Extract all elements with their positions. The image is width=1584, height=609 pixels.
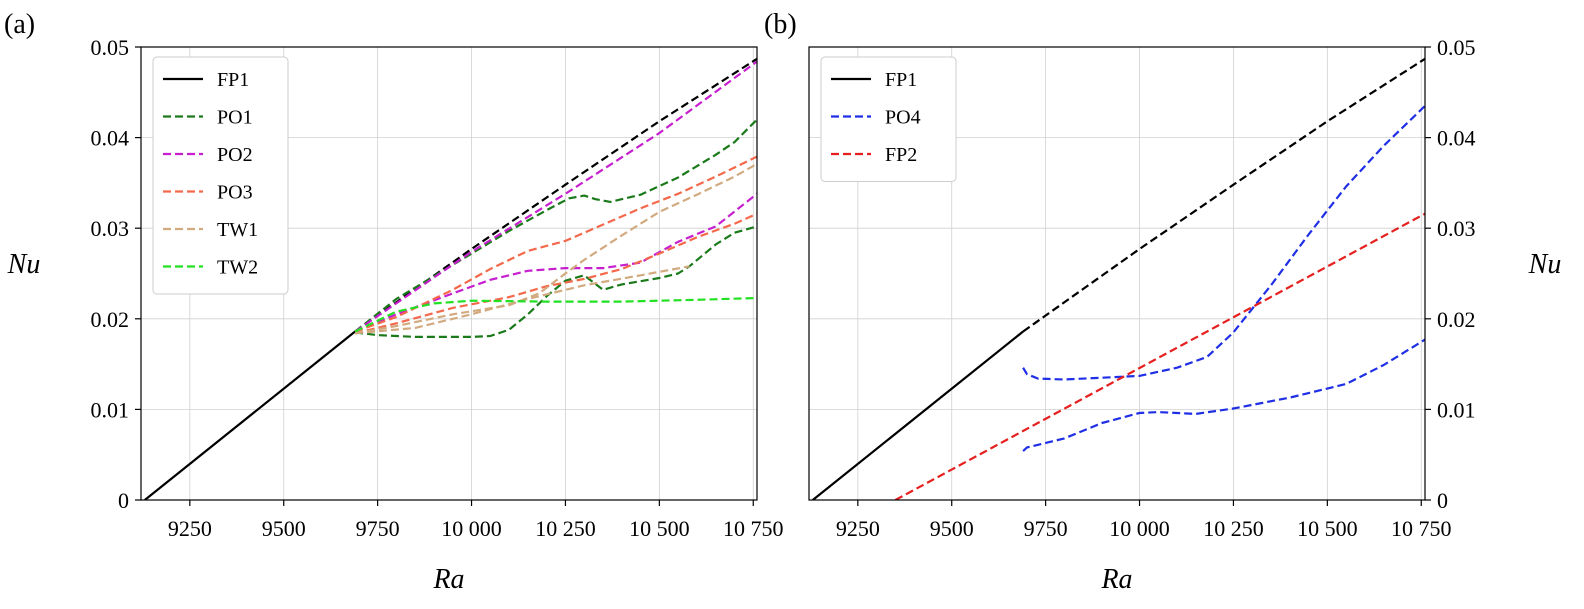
y-tick-label: 0.03 — [1437, 216, 1476, 241]
series-line-branch-1 — [1022, 57, 1425, 333]
legend-label-po2: PO2 — [217, 144, 253, 166]
legend-label-fp2: FP2 — [885, 144, 917, 166]
x-tick-label: 9250 — [168, 516, 212, 541]
x-axis-label: Ra — [1100, 564, 1132, 595]
legend: FP1 PO4 FP2 — [820, 56, 957, 182]
legend-label-fp1: FP1 — [217, 69, 249, 91]
x-tick-label: 9500 — [930, 516, 974, 541]
y-tick-label: 0.02 — [1437, 307, 1476, 332]
legend-box — [152, 56, 289, 295]
legend-label-fp1: FP1 — [885, 69, 917, 91]
legend-label-po1: PO1 — [217, 107, 253, 129]
legend-label-po3: PO3 — [217, 182, 253, 204]
panel-label: (a) — [4, 9, 35, 40]
panel-a: 9250 9500 9750 10 000 10 250 10 500 10 750 0 0.0… — [4, 9, 783, 595]
panel-b: 9250 9500 9750 10 000 10 250 10 500 10 750 0 0.0… — [764, 9, 1561, 595]
y-tick-label: 0.01 — [91, 397, 130, 422]
y-tick-label: 0.04 — [91, 126, 130, 151]
series-line-branch-7 — [354, 212, 757, 335]
y-tick-label: 0 — [1437, 488, 1448, 513]
y-tick-label: 0.05 — [91, 35, 130, 60]
x-tick-label: 9500 — [262, 516, 306, 541]
series-line-branch-3 — [1022, 338, 1425, 452]
x-tick-label: 10 500 — [629, 516, 690, 541]
x-tick-label: 9750 — [356, 516, 400, 541]
plot-frame — [140, 46, 758, 501]
legend: FP1 PO1 PO2 PO3 TW1 TW2 — [152, 56, 289, 295]
series-line-po4 — [1022, 105, 1425, 381]
series-line-po2 — [354, 60, 757, 333]
x-tick-label: 10 750 — [723, 516, 784, 541]
y-tick-label: 0.03 — [91, 216, 130, 241]
series-line-po3 — [354, 155, 757, 333]
x-tick-label: 10 250 — [535, 516, 596, 541]
y-tick-label: 0.01 — [1437, 397, 1476, 422]
x-tick-label: 10 250 — [1203, 516, 1264, 541]
x-tick-label: 10 500 — [1297, 516, 1358, 541]
x-tick-label: 9250 — [836, 516, 880, 541]
y-tick-label: 0 — [118, 488, 129, 513]
legend-label-tw1: TW1 — [217, 219, 258, 241]
x-tick-label: 9750 — [1024, 516, 1068, 541]
series-group — [812, 57, 1425, 500]
series-line-fp1 — [812, 330, 1024, 500]
x-axis-label: Ra — [432, 564, 464, 595]
x-tick-label: 10 000 — [1109, 516, 1170, 541]
plot-frame — [808, 46, 1426, 501]
legend-label-tw2: TW2 — [217, 257, 258, 279]
series-line-po1 — [354, 118, 757, 333]
series-line-tw2 — [354, 296, 757, 333]
series-group — [144, 57, 757, 500]
y-tick-label: 0.05 — [1437, 35, 1476, 60]
legend-label-po4: PO4 — [885, 107, 921, 129]
series-line-branch-1 — [354, 57, 757, 333]
y-axis-label: Nu — [7, 249, 41, 280]
series-line-tw1 — [354, 162, 757, 335]
series-line-branch-5 — [354, 192, 757, 333]
series-line-fp2 — [894, 212, 1425, 500]
legend-box — [820, 56, 957, 182]
series-line-branch-9 — [355, 265, 690, 335]
series-line-fp1 — [144, 330, 356, 500]
x-tick-label: 10 000 — [441, 516, 502, 541]
y-axis-label: Nu — [1528, 249, 1562, 280]
x-tick-label: 10 750 — [1391, 516, 1452, 541]
y-tick-label: 0.04 — [1437, 126, 1476, 151]
panel-label: (b) — [764, 9, 797, 40]
y-tick-label: 0.02 — [91, 307, 130, 332]
